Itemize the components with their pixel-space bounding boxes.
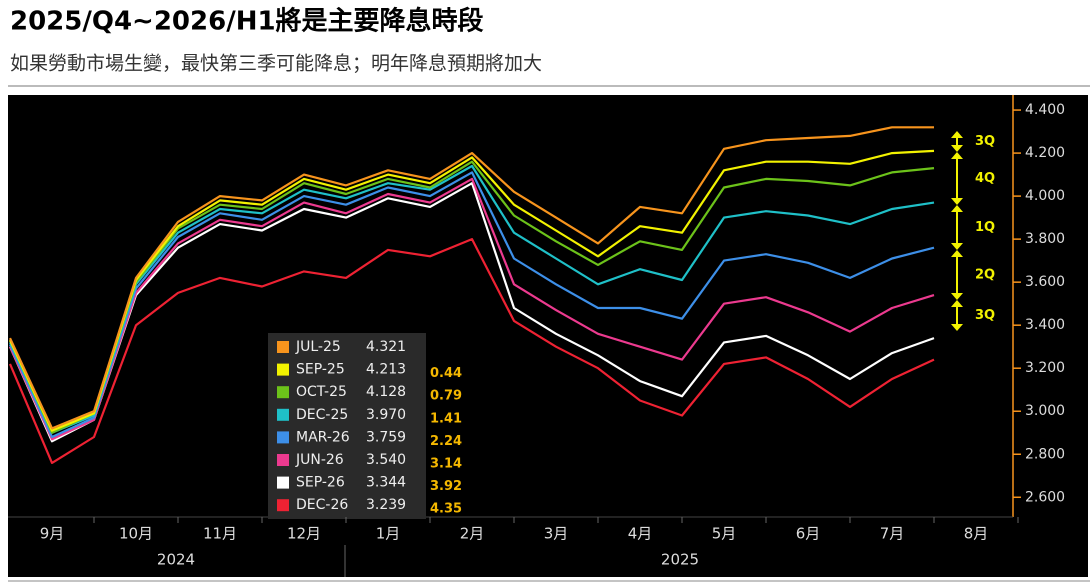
legend-value: 3.759	[366, 429, 406, 445]
legend-swatch	[277, 476, 289, 489]
y-tick-label: 2.800	[1025, 446, 1065, 462]
series-line	[8, 182, 935, 443]
chart-subtitle: 如果勞動市場生變，最快第三季可能降息；明年降息預期將加大	[10, 53, 542, 75]
x-tick-label: 12月	[287, 525, 321, 543]
x-tick-label: 9月	[40, 525, 65, 543]
series-line	[8, 160, 935, 434]
annotation: 2Q	[975, 268, 995, 283]
rate-cut-label: 3.14	[430, 457, 462, 472]
x-tick-label: 10月	[119, 525, 153, 543]
annotation: 3Q	[975, 308, 995, 323]
series-line	[8, 171, 935, 439]
y-tick-label: 3.000	[1025, 403, 1065, 419]
arrow-head	[951, 131, 963, 152]
x-tick-label: 11月	[203, 525, 237, 543]
rate-cut-label: 2.24	[430, 434, 462, 449]
arrow-head	[951, 300, 963, 331]
series-line	[8, 177, 935, 441]
legend-value: 4.321	[366, 339, 406, 355]
y-tick-label: 3.400	[1025, 317, 1065, 333]
rate-cut-label: 0.79	[430, 389, 462, 404]
legend-swatch	[277, 431, 289, 444]
legend-name: SEP-26	[296, 475, 345, 491]
x-tick-label: 7月	[880, 525, 905, 543]
legend-name: JUL-25	[295, 339, 341, 355]
plot-background	[8, 95, 1088, 577]
series-line	[8, 238, 935, 464]
annotation: 4Q	[975, 171, 995, 186]
legend-value: 3.970	[366, 407, 406, 423]
x-tick-label: 8月	[964, 525, 989, 543]
y-tick-label: 4.400	[1025, 102, 1065, 118]
legend-box	[268, 333, 426, 519]
x-tick-label: 5月	[712, 525, 737, 543]
legend-name: OCT-25	[296, 384, 347, 400]
annotation: 3Q	[975, 134, 995, 149]
legend-name: MAR-26	[296, 429, 350, 445]
x-tick-label: 2月	[460, 525, 485, 543]
legend-value: 4.128	[366, 384, 406, 400]
rate-cut-label: 0.44	[430, 366, 462, 381]
legend-value: 3.540	[366, 452, 406, 468]
series-line	[9, 149, 935, 432]
annotation: 1Q	[975, 220, 995, 235]
rate-cut-label: 1.41	[430, 411, 462, 426]
legend-name: DEC-26	[296, 497, 348, 513]
legend-value: 4.213	[366, 362, 406, 378]
legend-swatch	[277, 363, 289, 376]
y-tick-label: 4.200	[1025, 145, 1065, 161]
year-label: 2025	[661, 551, 699, 569]
legend-swatch	[277, 341, 289, 353]
x-tick-label: 1月	[376, 525, 401, 543]
legend-swatch	[277, 499, 289, 512]
legend-swatch	[277, 454, 289, 466]
y-tick-label: 4.000	[1025, 188, 1065, 204]
chart-title: 2025/Q4~2026/H1將是主要降息時段	[10, 6, 484, 37]
series-line	[9, 126, 934, 430]
rate-cut-label: 4.35	[430, 502, 462, 517]
rate-cut-label: 3.92	[430, 479, 462, 494]
legend-value: 3.239	[366, 497, 406, 513]
legend-name: JUN-26	[295, 452, 344, 468]
y-tick-label: 3.600	[1025, 274, 1065, 290]
x-tick-label: 4月	[628, 525, 653, 543]
series-line	[9, 164, 935, 434]
legend-value: 3.344	[366, 475, 406, 491]
legend-name: DEC-25	[296, 407, 348, 423]
y-tick-label: 3.200	[1025, 360, 1065, 376]
year-label: 2024	[157, 551, 195, 569]
legend-swatch	[277, 408, 289, 421]
legend-swatch	[277, 386, 289, 399]
legend-name: SEP-25	[296, 362, 345, 378]
x-tick-label: 6月	[796, 525, 821, 543]
y-tick-label: 3.800	[1025, 231, 1065, 247]
x-tick-label: 3月	[544, 525, 569, 543]
y-tick-label: 2.600	[1025, 489, 1065, 505]
